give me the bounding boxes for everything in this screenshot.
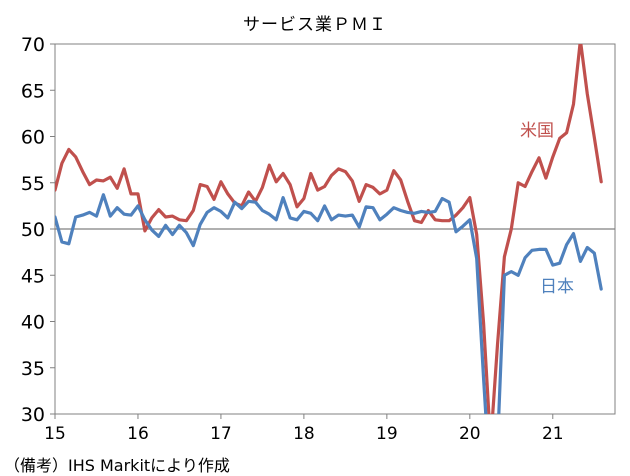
x-tick-label: 18 — [293, 424, 315, 444]
x-tick-label: 19 — [376, 424, 398, 444]
series-layer — [55, 44, 603, 414]
x-axis: 15 16 17 18 19 20 21 — [44, 414, 564, 444]
y-tick-label: 40 — [21, 312, 45, 334]
y-tick-label: 65 — [21, 80, 45, 102]
chart-title: サービス業ＰＭＩ — [243, 15, 387, 35]
x-tick-label: 15 — [44, 424, 66, 444]
y-tick-label: 70 — [21, 34, 45, 56]
y-axis: 30 35 40 45 50 55 60 65 70 — [21, 34, 55, 426]
x-tick-label: 17 — [210, 424, 232, 444]
x-tick-label: 21 — [542, 424, 564, 444]
x-tick-label: 20 — [459, 424, 481, 444]
y-tick-label: 50 — [21, 219, 45, 241]
series-label-japan: 日本 — [540, 277, 574, 297]
x-tick-label: 16 — [127, 424, 149, 444]
y-tick-label: 45 — [21, 265, 45, 287]
y-tick-label: 60 — [21, 127, 45, 149]
series-label-us: 米国 — [520, 121, 554, 141]
y-tick-label: 55 — [21, 173, 45, 195]
source-note: （備考）IHS Markitにより作成 — [4, 456, 230, 475]
y-tick-label: 30 — [21, 404, 45, 426]
series-line-us — [55, 44, 603, 414]
series-line-japan — [55, 193, 603, 414]
y-tick-label: 35 — [21, 358, 45, 380]
